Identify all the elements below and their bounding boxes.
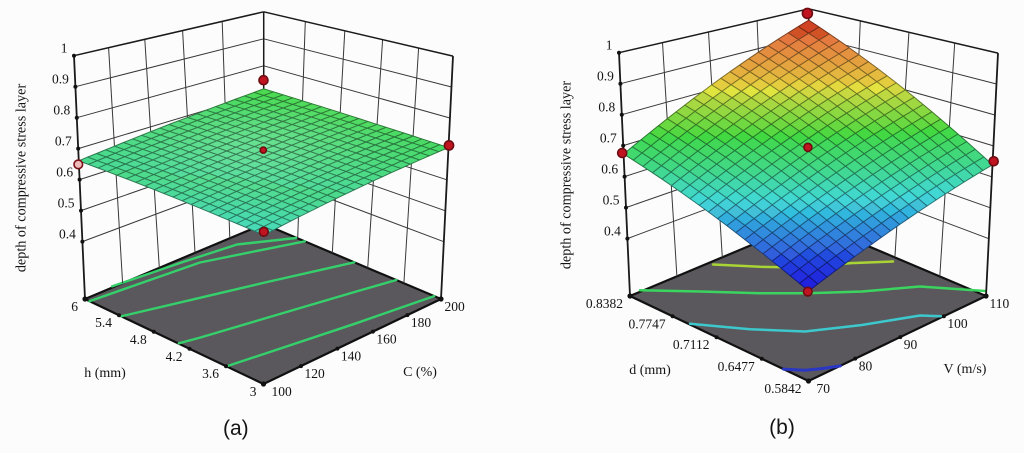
svg-text:depth of compressive stress la: depth of compressive stress layer	[14, 84, 30, 273]
svg-text:4.2: 4.2	[166, 349, 183, 364]
svg-text:V (m/s): V (m/s)	[944, 362, 987, 377]
svg-text:0.7112: 0.7112	[673, 337, 710, 352]
svg-text:C (%): C (%)	[403, 365, 437, 380]
svg-text:100: 100	[272, 384, 293, 399]
svg-text:0.4: 0.4	[59, 227, 76, 242]
svg-text:0.7747: 0.7747	[628, 316, 665, 331]
svg-text:80: 80	[859, 359, 873, 374]
svg-text:0.8: 0.8	[53, 103, 70, 118]
svg-text:0.4: 0.4	[604, 224, 621, 239]
svg-text:180: 180	[411, 315, 432, 330]
svg-text:0.9: 0.9	[52, 72, 69, 87]
svg-text:0.6: 0.6	[601, 162, 618, 177]
svg-text:0.6477: 0.6477	[718, 359, 755, 374]
svg-text:0.9: 0.9	[597, 69, 614, 84]
svg-text:0.6: 0.6	[56, 165, 73, 180]
svg-text:5.4: 5.4	[95, 315, 112, 330]
svg-text:0.5: 0.5	[58, 196, 75, 211]
svg-text:3: 3	[250, 384, 257, 399]
svg-text:200: 200	[445, 299, 466, 314]
svg-text:0.8: 0.8	[598, 100, 615, 115]
svg-text:6: 6	[71, 299, 78, 314]
svg-text:0.5: 0.5	[603, 193, 620, 208]
svg-text:h (mm): h (mm)	[84, 366, 126, 381]
svg-text:90: 90	[904, 337, 918, 352]
svg-text:3.6: 3.6	[202, 366, 219, 381]
svg-text:1: 1	[61, 41, 68, 56]
svg-text:0.5842: 0.5842	[764, 381, 801, 396]
svg-text:70: 70	[817, 381, 831, 396]
svg-text:(b): (b)	[769, 416, 795, 439]
svg-text:0.7: 0.7	[600, 131, 617, 146]
svg-text:0.8382: 0.8382	[586, 296, 623, 311]
svg-text:120: 120	[305, 366, 326, 381]
svg-text:depth of compressive stress la: depth of compressive stress layer	[559, 81, 575, 270]
svg-text:140: 140	[341, 349, 362, 364]
svg-text:(a): (a)	[223, 417, 249, 440]
svg-text:d (mm): d (mm)	[629, 363, 671, 378]
svg-text:0.7: 0.7	[55, 134, 72, 149]
svg-text:160: 160	[376, 332, 397, 347]
svg-text:1: 1	[606, 38, 613, 53]
svg-text:4.8: 4.8	[130, 332, 147, 347]
svg-text:100: 100	[947, 316, 968, 331]
svg-text:110: 110	[990, 296, 1010, 311]
